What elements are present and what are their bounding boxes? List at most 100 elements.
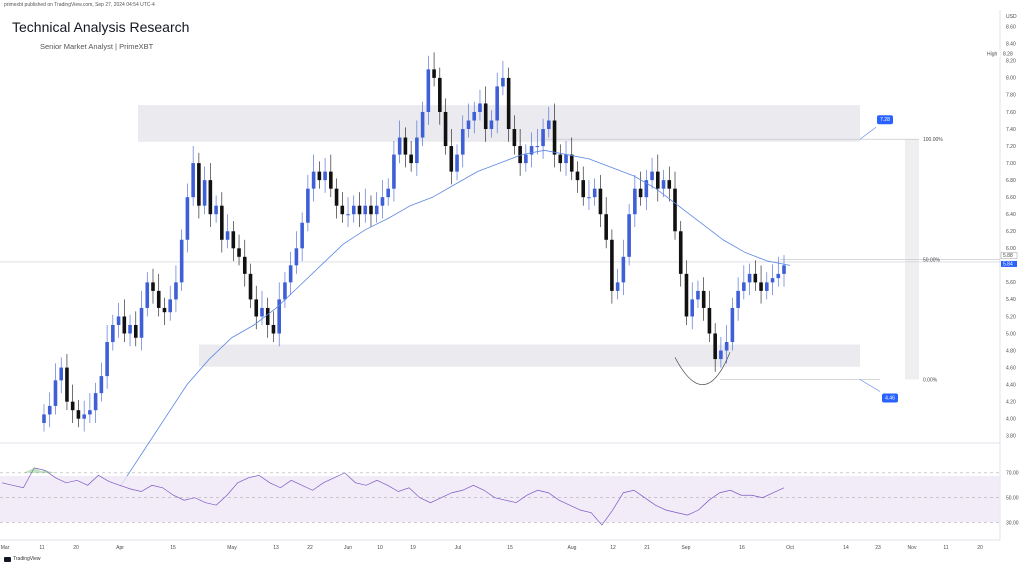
high-tag (986, 50, 1000, 58)
candle-body (443, 111, 448, 147)
price-tick-label: 5.20 (1006, 314, 1016, 320)
brand-footer: TradingView (4, 556, 41, 562)
chart-subtitle: Senior Market Analyst | PrimeXBT (40, 42, 154, 51)
price-tick-label: 6.20 (1006, 229, 1016, 235)
candle-body (455, 154, 459, 172)
candle-body (409, 154, 413, 164)
candle-body (70, 401, 75, 411)
candle-body (673, 188, 677, 232)
candle-body (713, 333, 717, 360)
time-tick-label: 11 (943, 545, 948, 551)
time-tick-label: 15 (507, 545, 513, 551)
rsi-line (1, 467, 785, 526)
candle-body (82, 414, 86, 419)
candle-body (489, 120, 494, 130)
target-badge-down[interactable] (882, 393, 898, 403)
candle-body (99, 376, 104, 394)
price-badge-current (1001, 260, 1017, 267)
candle-body (696, 290, 700, 300)
candle-body (449, 146, 454, 172)
candle-body (185, 197, 190, 240)
candle-body (684, 273, 689, 317)
time-tick-label: 23 (875, 545, 881, 551)
candle-body (581, 180, 586, 198)
candle-body (139, 307, 144, 338)
resistance-zone[interactable] (138, 105, 860, 142)
target-value-down: 4.46 (885, 396, 895, 402)
candle-body (116, 316, 121, 325)
time-tick-label: 14 (843, 545, 849, 551)
candle-body (329, 171, 333, 189)
candle-body (369, 205, 373, 215)
candle-body (661, 180, 666, 189)
time-tick-label: Apr (116, 545, 124, 551)
candle-body (483, 103, 488, 130)
candle-body (151, 282, 155, 291)
price-tick-label: 7.40 (1006, 127, 1016, 133)
target-badge-up[interactable] (877, 115, 893, 125)
candle-body (707, 307, 712, 334)
candle-body (317, 171, 322, 181)
price-tick-label: 7.80 (1006, 93, 1016, 99)
target-line-up (859, 127, 877, 140)
candle-body (128, 324, 132, 334)
candle-body (501, 77, 505, 87)
chart-title: Technical Analysis Research (12, 19, 190, 35)
candle-body (776, 273, 781, 279)
candle-body (271, 324, 276, 334)
candle-body (111, 324, 115, 343)
candle-body (615, 282, 620, 291)
price-tick-label: 6.60 (1006, 195, 1016, 201)
price-tick-label: 4.60 (1006, 365, 1016, 371)
candle-body (678, 231, 683, 274)
candle-body (47, 405, 52, 415)
candle-body (512, 129, 517, 147)
price-tick-label: 8.20 (1006, 59, 1016, 65)
candle-body (145, 282, 150, 308)
candle-body (598, 188, 603, 215)
candle-body (690, 299, 695, 317)
time-tick-label: 20 (977, 545, 983, 551)
high-label: High (987, 52, 998, 58)
fib-label-100: 100.00% (923, 137, 943, 143)
candle-body (231, 231, 236, 249)
candle-body (466, 120, 471, 130)
candle-body (770, 278, 775, 283)
candle-body (701, 290, 706, 308)
candles-group (42, 52, 786, 432)
price-badge-current-text: 5.84 (1003, 261, 1013, 267)
candle-body (420, 111, 425, 138)
support-zone[interactable] (199, 344, 860, 367)
candle-body (202, 180, 207, 206)
candle-body (415, 137, 419, 164)
candle-body (340, 205, 345, 215)
candle-body (88, 410, 92, 415)
candle-body (478, 103, 482, 112)
fib-label-50: 50.00% (923, 257, 941, 263)
candle-body (294, 248, 299, 266)
candle-body (357, 205, 362, 215)
price-tick-label: 4.40 (1006, 382, 1016, 388)
target-value-up: 7.28 (880, 117, 890, 123)
price-tick-label: 4.20 (1006, 399, 1016, 405)
candle-body (386, 188, 390, 198)
candle-body (547, 120, 551, 130)
candle-body (397, 137, 402, 155)
candle-body (208, 180, 213, 215)
rounded-bottom-arc (674, 352, 731, 385)
target-line-down (859, 379, 881, 392)
candle-body (587, 197, 591, 199)
candle-body (730, 307, 735, 343)
candle-body (610, 239, 614, 291)
candle-body (392, 154, 396, 189)
candle-body (724, 342, 729, 351)
rsi-level-label: 30.00 (1006, 520, 1019, 526)
candle-body (432, 69, 436, 78)
time-tick-label: 12 (610, 545, 616, 551)
price-tick-label: 6.80 (1006, 178, 1016, 184)
price-tick-label: 8.00 (1006, 76, 1016, 82)
candle-body (472, 111, 477, 121)
candle-body (76, 410, 81, 419)
candle-body (133, 324, 138, 338)
